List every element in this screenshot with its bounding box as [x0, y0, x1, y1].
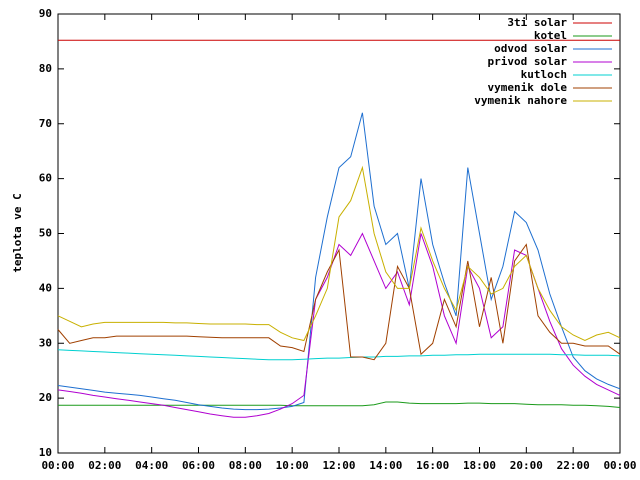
legend-label: vymenik dole	[488, 81, 568, 94]
x-tick-label: 04:00	[135, 459, 168, 472]
legend-label: privod solar	[488, 55, 568, 68]
y-tick-label: 60	[39, 172, 52, 185]
series-line	[57, 165, 621, 342]
legend-label: kotel	[534, 29, 567, 42]
x-tick-label: 02:00	[88, 459, 121, 472]
y-tick-label: 70	[39, 117, 52, 130]
x-tick-label: 00:00	[41, 459, 74, 472]
x-tick-label: 22:00	[557, 459, 590, 472]
legend-label: odvod solar	[494, 42, 567, 55]
y-tick-label: 50	[39, 227, 52, 240]
series-line	[57, 112, 621, 411]
x-tick-label: 16:00	[416, 459, 449, 472]
x-tick-label: 14:00	[369, 459, 402, 472]
y-axis-label: teplota ve C	[11, 193, 24, 272]
series-line	[57, 349, 621, 361]
x-tick-label: 00:00	[603, 459, 636, 472]
legend-label: kutloch	[521, 68, 567, 81]
series-line	[57, 243, 621, 361]
series-line	[57, 232, 621, 418]
series-line	[58, 401, 621, 408]
x-tick-label: 20:00	[510, 459, 543, 472]
y-tick-label: 40	[39, 281, 52, 294]
x-tick-label: 12:00	[322, 459, 355, 472]
x-tick-label: 18:00	[463, 459, 496, 472]
x-tick-label: 10:00	[276, 459, 309, 472]
y-tick-label: 20	[39, 391, 52, 404]
x-tick-label: 08:00	[229, 459, 262, 472]
y-tick-label: 10	[39, 446, 52, 459]
legend-label: 3ti solar	[507, 16, 567, 29]
y-tick-label: 30	[39, 336, 52, 349]
y-tick-label: 90	[39, 7, 52, 20]
y-tick-label: 80	[39, 62, 52, 75]
x-tick-label: 06:00	[182, 459, 215, 472]
legend-label: vymenik nahore	[474, 94, 567, 107]
